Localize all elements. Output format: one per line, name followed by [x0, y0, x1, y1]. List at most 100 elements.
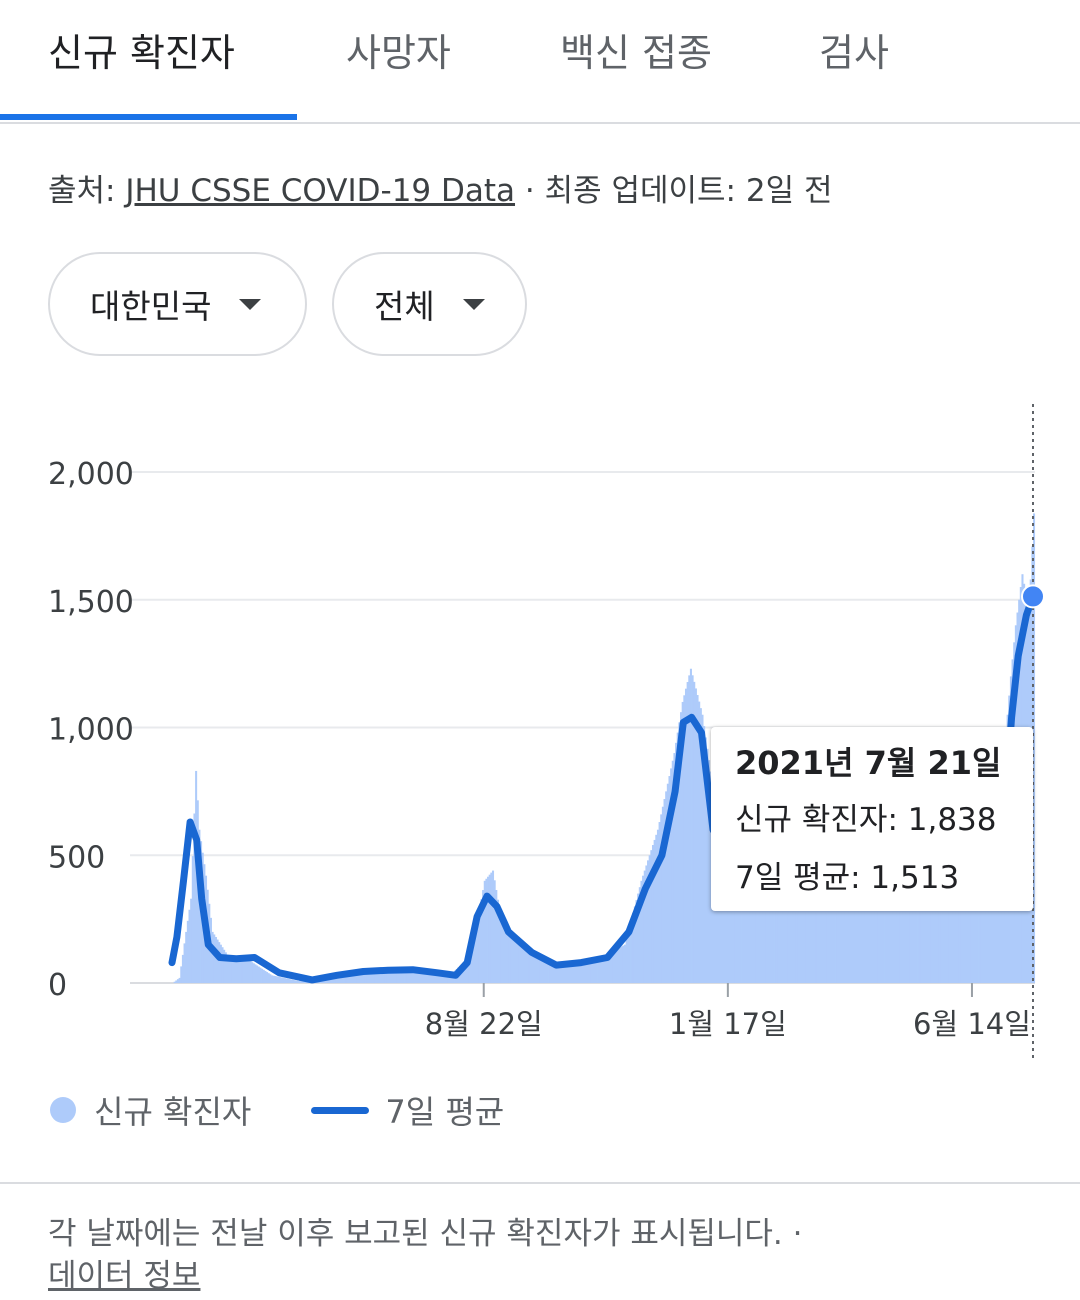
daily-case-bar	[536, 953, 539, 983]
tab-deaths[interactable]: 사망자	[346, 31, 451, 75]
daily-case-bar	[595, 958, 598, 983]
daily-case-bar	[491, 870, 495, 983]
daily-case-bar	[384, 970, 387, 983]
daily-case-bar	[239, 958, 242, 983]
daily-case-bar	[970, 865, 973, 983]
daily-case-bar	[549, 962, 552, 983]
daily-case-bar	[635, 899, 638, 983]
source-link[interactable]: JHU CSSE COVID-19 Data	[125, 173, 516, 209]
daily-case-bar	[526, 946, 529, 983]
tab-tests[interactable]: 검사	[819, 31, 889, 75]
daily-case-bar	[252, 963, 255, 983]
chart-legend: 신규 확진자 7일 평균	[50, 1088, 504, 1132]
daily-case-bar	[765, 879, 768, 983]
legend-new-cases: 신규 확진자	[94, 1093, 252, 1131]
daily-case-bar	[769, 878, 772, 983]
daily-case-bar	[836, 860, 839, 983]
daily-case-bar	[544, 959, 547, 983]
daily-case-bar	[343, 973, 346, 983]
daily-case-bar	[706, 748, 709, 983]
daily-case-bar	[478, 908, 481, 983]
daily-case-bar	[417, 971, 420, 983]
daily-case-bar	[429, 972, 432, 983]
daily-case-bar	[386, 970, 389, 983]
daily-case-bar	[444, 974, 447, 983]
daily-case-bar	[787, 876, 790, 983]
daily-case-bar	[297, 980, 300, 983]
daily-case-bar	[691, 675, 694, 983]
daily-case-bar	[670, 768, 673, 983]
daily-case-bar	[854, 847, 857, 983]
daily-case-bar	[261, 968, 264, 983]
daily-case-bar	[249, 961, 252, 983]
daily-case-bar	[236, 958, 239, 983]
daily-case-bar	[229, 957, 232, 983]
daily-case-bar	[640, 880, 643, 983]
daily-case-bar	[470, 954, 473, 983]
daily-case-bar	[490, 872, 493, 983]
daily-case-bar	[976, 860, 979, 983]
daily-case-bar	[274, 976, 277, 983]
daily-case-bar	[955, 846, 958, 983]
daily-case-bar	[346, 973, 349, 983]
daily-case-bar	[703, 726, 706, 983]
daily-case-bar	[986, 845, 989, 983]
daily-case-bar	[402, 970, 405, 983]
daily-case-bar	[668, 776, 671, 983]
region-dropdown[interactable]: 대한민국	[48, 252, 307, 356]
daily-case-bar	[465, 959, 468, 983]
daily-case-bar	[472, 945, 475, 983]
daily-case-bar	[610, 951, 613, 983]
daily-case-bar	[701, 714, 704, 983]
daily-case-bar	[462, 962, 465, 983]
daily-case-bar	[551, 962, 554, 983]
daily-case-bar	[785, 877, 788, 983]
daily-case-bar	[643, 870, 646, 983]
data-info-link[interactable]: 데이터 정보	[48, 1258, 201, 1294]
daily-case-bar	[366, 971, 369, 983]
daily-case-bar	[693, 681, 696, 983]
daily-case-bar	[190, 898, 193, 983]
daily-case-bar	[846, 856, 849, 983]
daily-case-bar	[388, 970, 391, 983]
daily-case-bar	[988, 842, 991, 983]
daily-case-bar	[173, 981, 176, 983]
tab-new-cases[interactable]: 신규 확진자	[48, 31, 235, 75]
y-tick-label: 500	[48, 840, 105, 875]
daily-case-bar	[193, 813, 196, 983]
active-tab-indicator	[0, 114, 297, 120]
daily-case-bar	[543, 958, 546, 983]
daily-case-bar	[655, 834, 658, 983]
daily-case-bar	[637, 893, 640, 983]
daily-case-bar	[426, 972, 429, 983]
daily-case-bar	[648, 855, 651, 983]
daily-case-bar	[356, 972, 359, 983]
dropdown-arrow-icon	[462, 298, 485, 310]
scope-dropdown[interactable]: 전체	[332, 252, 527, 356]
daily-case-bar	[727, 850, 730, 983]
daily-case-bar	[780, 877, 783, 983]
daily-case-bar	[571, 964, 574, 983]
daily-case-bar	[774, 878, 777, 983]
daily-case-bar	[546, 960, 549, 983]
daily-case-bar	[237, 958, 241, 983]
daily-case-bar	[823, 865, 826, 983]
daily-case-bar	[463, 961, 466, 983]
daily-case-bar	[967, 861, 970, 983]
daily-case-bar	[399, 970, 402, 983]
tab-vaccinations[interactable]: 백신 접종	[560, 31, 712, 75]
daily-case-bar	[797, 875, 800, 983]
cases-chart[interactable]: 2,000 1,500 1,000 500 0 8월 22일 1월 17일 6월 14일	[0, 400, 1080, 1070]
daily-case-bar	[468, 956, 471, 983]
daily-case-bar	[272, 975, 275, 983]
daily-case-bar	[421, 971, 424, 983]
daily-case-bar	[760, 879, 763, 983]
daily-case-bar	[853, 849, 856, 983]
daily-case-bar	[665, 791, 668, 983]
update-info: · 최종 업데이트: 2일 전	[515, 173, 833, 209]
daily-case-bar	[437, 973, 440, 983]
daily-case-bar	[732, 856, 735, 983]
daily-case-bar	[211, 931, 214, 983]
daily-case-bar	[684, 688, 688, 983]
daily-case-bar	[266, 972, 269, 983]
